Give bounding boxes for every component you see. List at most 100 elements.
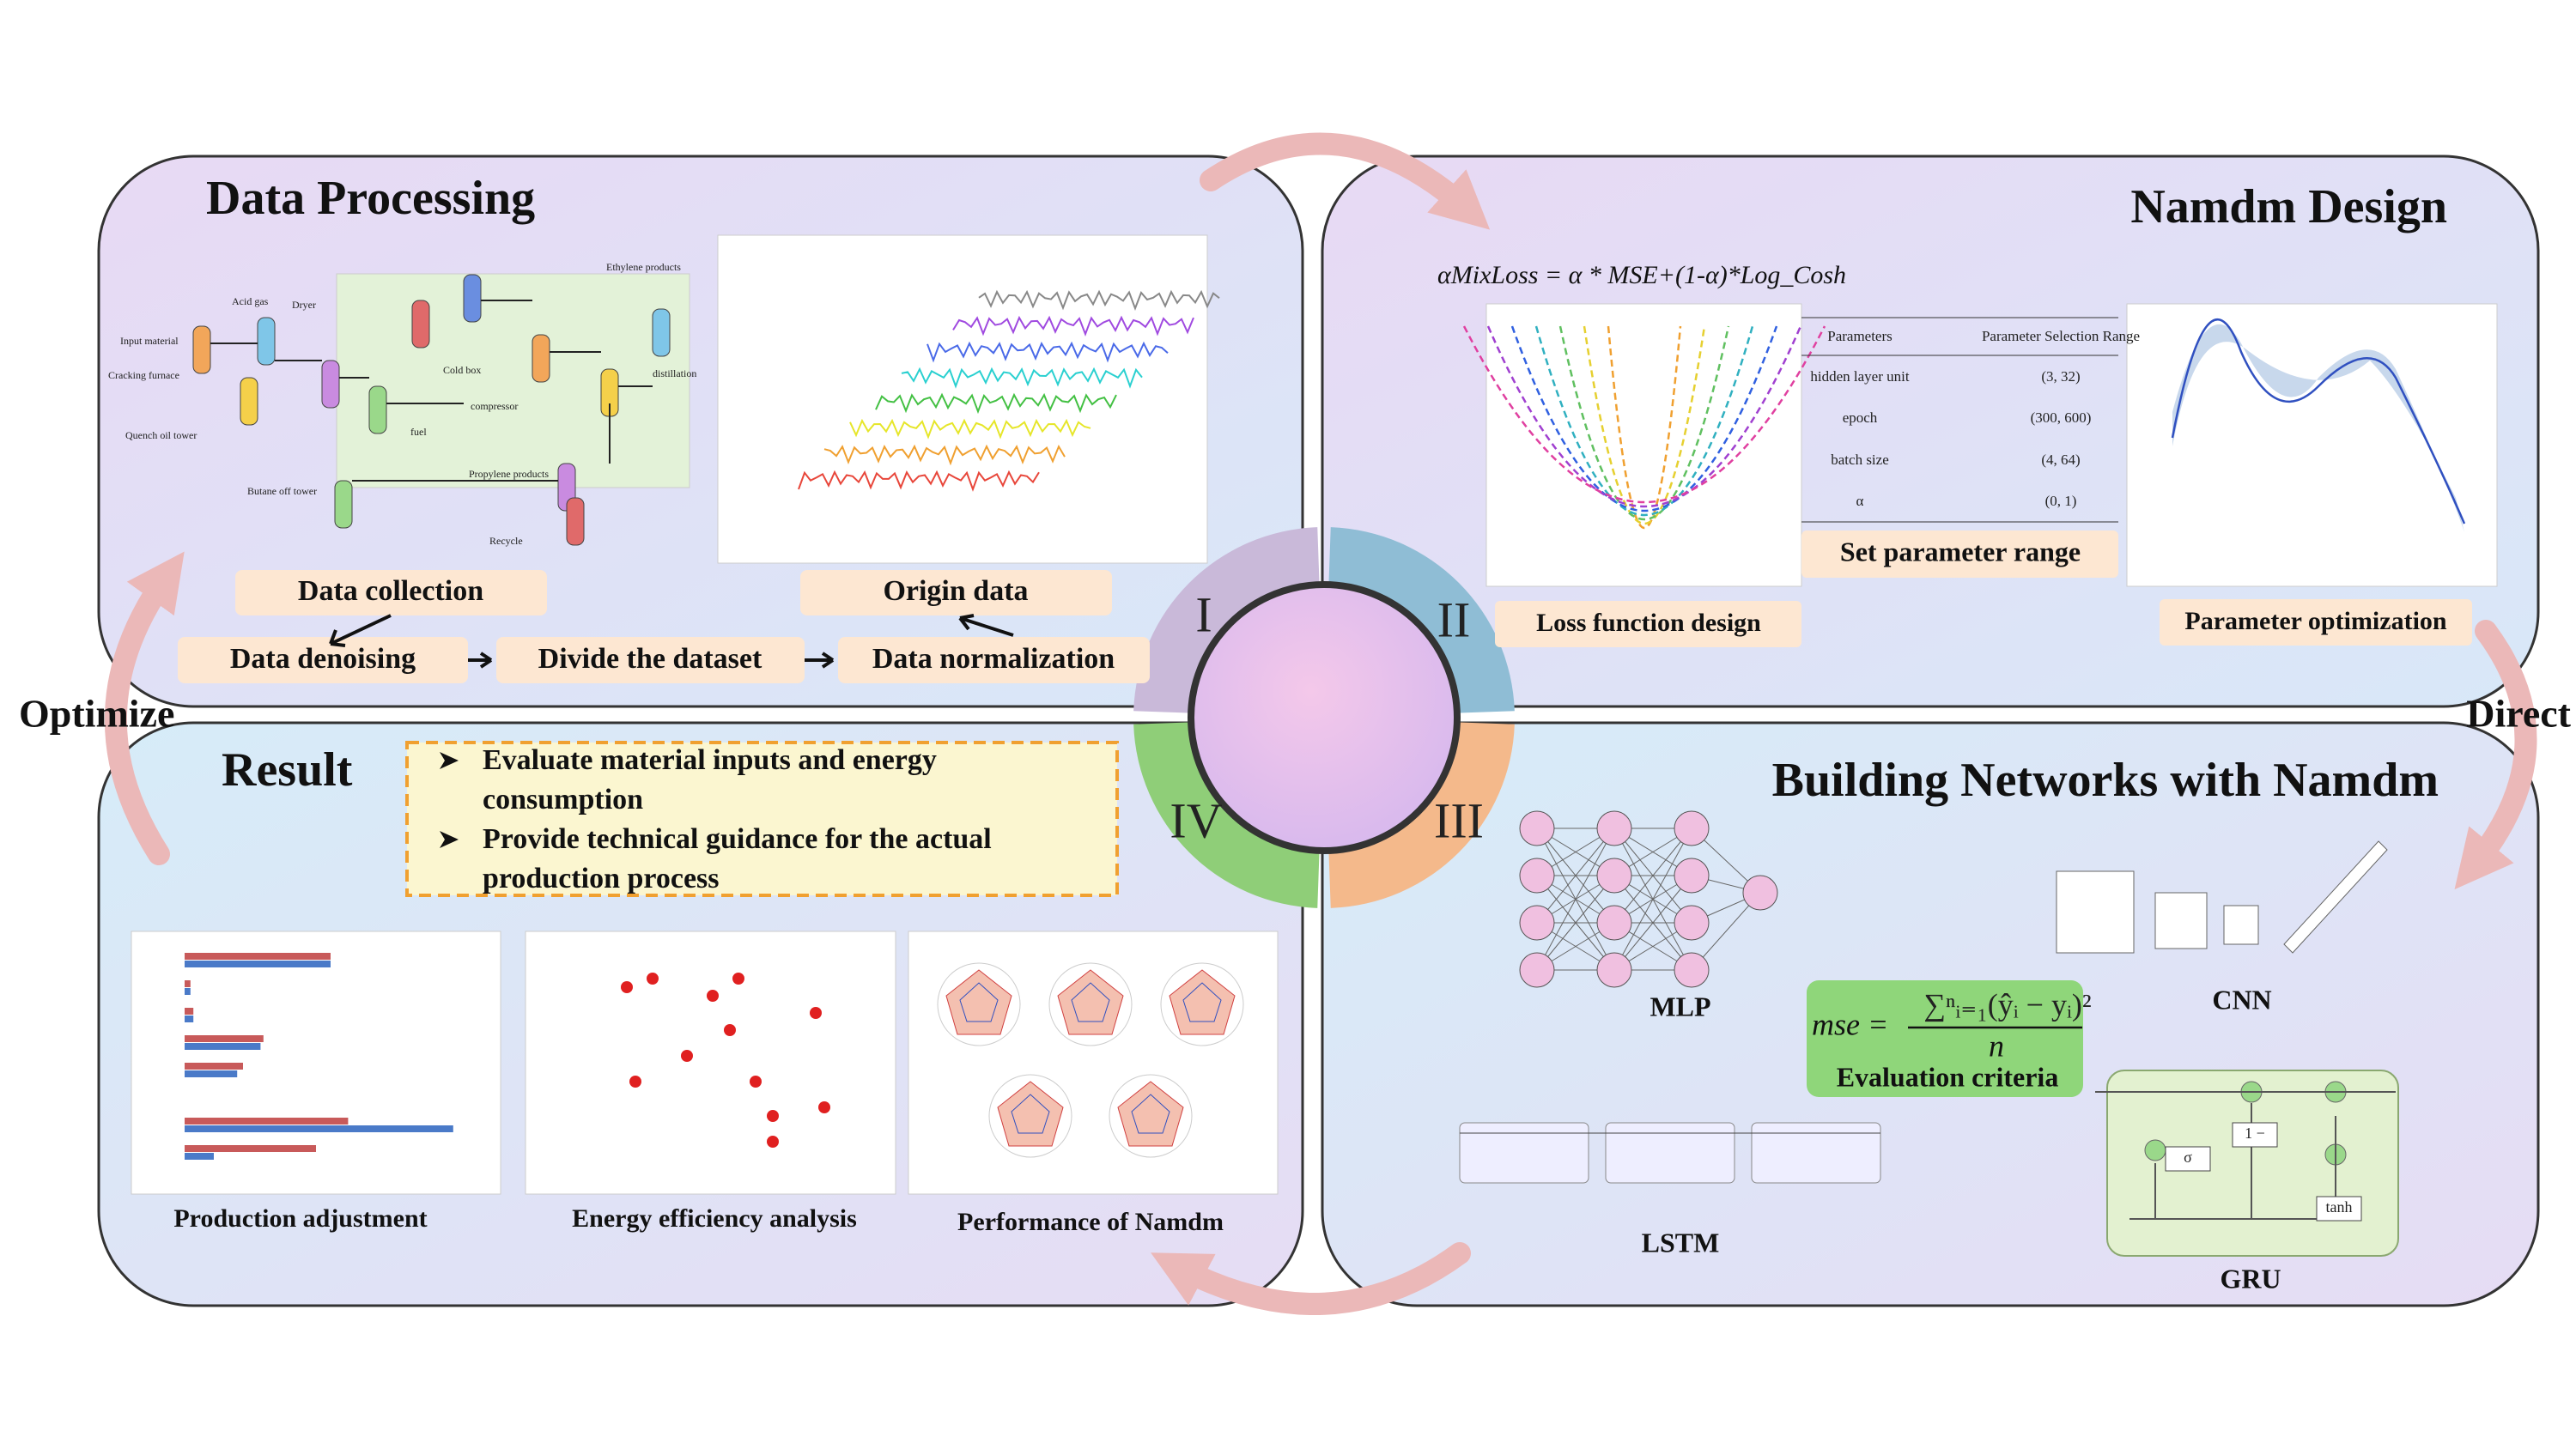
flow-label: Quench oil tower [125,429,197,441]
vessel [240,377,258,426]
vessel [566,497,585,546]
point [621,981,633,993]
radar-ring [1109,1074,1193,1158]
panel-title: Result [222,743,353,797]
caption: GRU [2220,1263,2281,1294]
vessel [321,360,340,409]
point [629,1076,641,1088]
radar-ring [988,1074,1072,1158]
cnn-layer [2223,905,2259,945]
table-header: Parameter Selection Range [1982,328,2140,344]
neuron [1674,952,1710,988]
bar [185,961,331,967]
figure-frame [908,931,1279,1195]
numeral: I [1195,586,1212,642]
loss-curve [1558,325,1730,520]
series-line [901,367,1143,389]
vessel [192,325,211,374]
radar-area [1057,969,1124,1035]
caption: MLP [1649,991,1710,1022]
point [732,973,744,985]
series-line [849,418,1091,440]
flow-label: compressor [471,400,518,412]
lstm-cell [1751,1122,1881,1184]
step: Data normalization [872,643,1115,675]
bullet: Evaluate material inputs and energy [483,744,937,776]
point [707,990,719,1002]
bar [185,953,331,960]
flow-label: Recycle [489,535,523,547]
table-cell: (4, 64) [2041,452,2080,468]
neuron [1596,905,1632,941]
neuron [1596,952,1632,988]
point [810,1007,822,1019]
edge [1613,828,1692,924]
bar [185,1070,238,1077]
cnn-flat [2283,840,2388,954]
eval-denominator: n [1989,1028,2004,1063]
loss-curve [1486,325,1802,508]
loss-curve [1607,325,1682,530]
table-cell: (0, 1) [2045,493,2077,509]
ring-segment [1328,527,1515,713]
bullet: consumption [483,784,643,815]
vessel [652,308,671,357]
series-line [927,341,1169,363]
radar-area [997,1081,1064,1147]
bar [185,1153,214,1160]
edge [1536,828,1615,971]
vessel [334,480,353,529]
flow-label: Acid gas [232,295,269,307]
bullet-box [405,741,1119,897]
step: Data collection [298,575,483,607]
radar-area [959,982,999,1022]
neuron [1519,858,1555,894]
table-cell: batch size [1831,452,1889,468]
table-header: Parameters [1827,328,1893,344]
ring-segment [1133,527,1320,713]
radar-area [945,969,1012,1035]
point [647,973,659,985]
radar-area [1131,1094,1170,1134]
gate-box [2165,1146,2211,1172]
series-line [798,470,1040,492]
flow-label: fuel [410,426,427,438]
point [767,1110,779,1122]
step: Origin data [883,575,1028,607]
neuron [1674,810,1710,846]
bullet: production process [483,863,720,894]
bar [185,1016,194,1022]
point [681,1050,693,1062]
figure-frame [2126,303,2498,587]
caption: Performance of Namdm [957,1208,1224,1236]
eval-box [1807,980,2083,1097]
point [818,1101,830,1113]
series-line [823,444,1066,466]
loss-curve [1583,325,1706,525]
formula: αMixLoss = α * MSE+(1-α)*Log_Cosh [1437,261,1846,289]
side-label: Optimize [19,692,174,736]
neuron [1674,905,1710,941]
numeral: II [1437,591,1471,647]
center-disk [1188,581,1461,854]
gate-box [2232,1122,2278,1148]
eval-numerator: ∑ⁿᵢ₌₁(ŷᵢ − yᵢ)² [1923,987,2091,1022]
point [767,1136,779,1148]
caption: Set parameter range [1840,536,2081,567]
vessel [411,300,430,349]
bar [185,1035,264,1042]
neuron [1519,952,1555,988]
cnn-layer [2154,892,2208,949]
bar [185,1008,194,1015]
caption: Energy efficiency analysis [572,1204,857,1233]
table-cell: epoch [1843,409,1878,426]
series-line [952,315,1194,336]
caption: LSTM [1642,1227,1720,1258]
gate [2144,1139,2166,1161]
eval-lhs: mse = [1812,1007,1888,1041]
flow-label: Cold box [443,364,481,376]
numeral: III [1434,792,1484,848]
figure-frame [336,273,690,488]
gate-label: σ [2184,1149,2192,1166]
